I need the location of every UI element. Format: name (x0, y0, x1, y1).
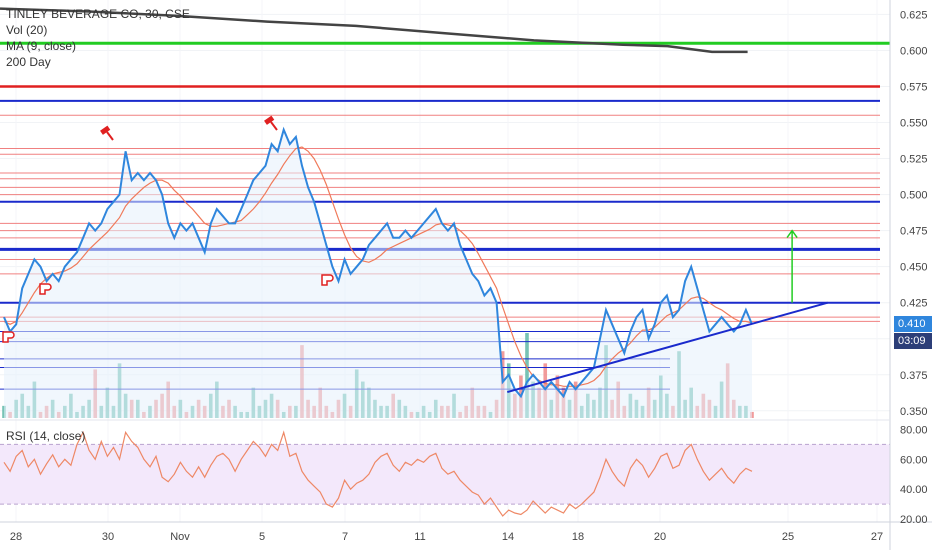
legend-sma200[interactable]: 200 Day (6, 55, 51, 69)
hammer-icon (100, 125, 111, 135)
buy-hand-icon (2, 331, 15, 343)
hammer-icon (264, 115, 275, 125)
time-tick-label: 25 (782, 531, 794, 543)
rsi-tick-label: 60.00 (900, 454, 928, 466)
price-tick-label: 0.475 (900, 226, 928, 238)
legend-title[interactable]: TINLEY BEVERAGE CO, 30, CSE (6, 7, 190, 21)
rsi-band-fill (0, 444, 890, 505)
price-tick-label: 0.425 (900, 298, 928, 310)
rsi-series-line (3, 430, 753, 517)
time-tick-label: 5 (259, 531, 265, 543)
price-tick-label: 0.600 (900, 45, 928, 57)
price-tick-label: 0.375 (900, 370, 928, 382)
rsi-tick-label: 40.00 (900, 484, 928, 496)
buy-hand-icon (39, 283, 52, 295)
buy-hand-icon (321, 274, 334, 286)
time-tick-label: 18 (572, 531, 584, 543)
trendline (507, 301, 828, 394)
last-price-badge: 0.410 (894, 316, 932, 333)
time-tick-label: Nov (170, 531, 190, 543)
price-tick-label: 0.450 (900, 262, 928, 274)
rsi-band (0, 443, 890, 505)
price-area (4, 129, 752, 418)
rsi-tick-label: 80.00 (900, 424, 928, 436)
rsi-legend[interactable]: RSI (14, close) (6, 429, 86, 443)
price-tick-label: 0.500 (900, 190, 928, 202)
time-tick-label: 7 (342, 531, 348, 543)
price-line (3, 126, 753, 399)
legend-ma[interactable]: MA (9, close) (6, 39, 77, 53)
time-tick-label: 27 (871, 531, 883, 543)
price-lines (0, 7, 828, 399)
rsi-line (3, 430, 753, 517)
time-tick-label: 14 (502, 531, 514, 543)
price-tick-label: 0.525 (900, 154, 928, 166)
price-tick-label: 0.625 (900, 9, 928, 21)
price-tick-label: 0.350 (900, 406, 928, 418)
price-area-fill (4, 129, 752, 418)
signal-markers (2, 115, 334, 343)
bar-countdown-badge: 03:09 (894, 333, 932, 350)
time-tick-label: 11 (414, 531, 425, 543)
time-tick-label: 20 (654, 531, 666, 543)
chart-legend: TINLEY BEVERAGE CO, 30, CSE Vol (20) MA … (6, 6, 190, 70)
target-arrow-head (786, 229, 798, 239)
sma200-line (0, 7, 748, 54)
legend-volume[interactable]: Vol (20) (6, 23, 48, 37)
time-tick-label: 28 (10, 531, 22, 543)
hammer-handle-icon (270, 121, 278, 131)
price-tick-label: 0.575 (900, 81, 928, 93)
volume-bar (525, 333, 529, 418)
hammer-handle-icon (106, 131, 114, 141)
time-tick-label: 30 (102, 531, 114, 543)
price-tick-label: 0.550 (900, 118, 928, 130)
rsi-tick-label: 20.00 (900, 514, 928, 526)
